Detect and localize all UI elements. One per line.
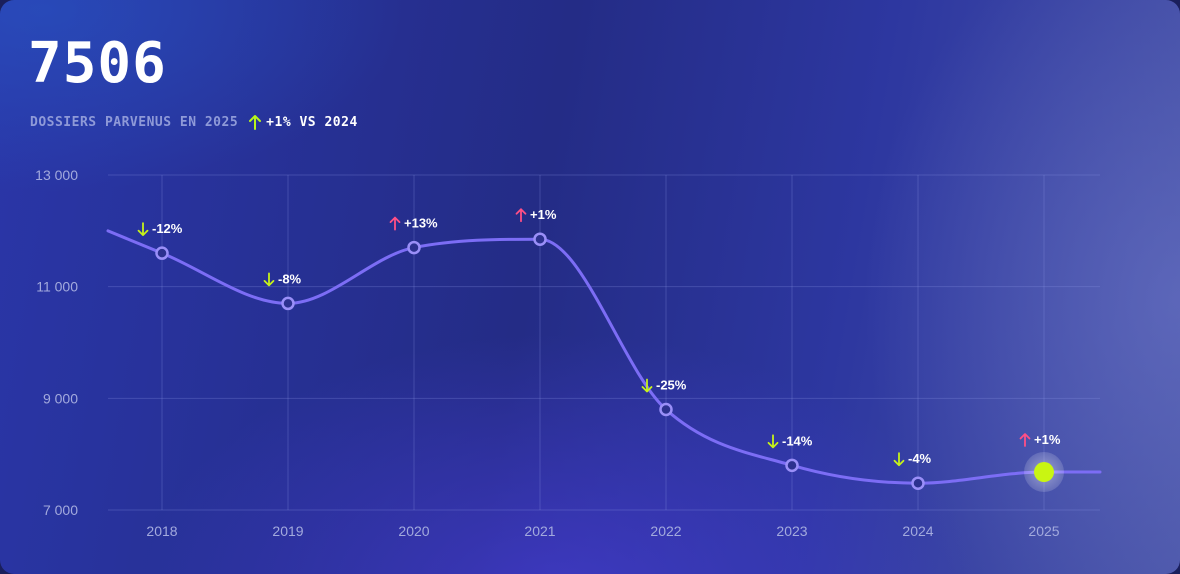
arrow-down-icon	[263, 272, 275, 287]
headline-subtitle: DOSSIERS PARVENUS EN 2025 +1% VS 2024	[30, 114, 358, 130]
change-label: +1%	[1034, 432, 1061, 447]
data-point[interactable]	[659, 402, 673, 417]
x-tick-label: 2019	[272, 523, 303, 539]
y-tick-label: 11 000	[36, 279, 78, 295]
x-tick-label: 2023	[776, 523, 807, 539]
x-tick-label: 2021	[524, 523, 555, 539]
change-label: +1%	[530, 207, 557, 222]
arrow-up-icon	[249, 115, 262, 130]
change-label: +13%	[404, 216, 438, 231]
data-point[interactable]	[911, 476, 925, 490]
x-tick-label: 2020	[398, 523, 429, 539]
change-label: -25%	[656, 378, 687, 393]
arrow-up-icon	[1019, 433, 1031, 447]
arrow-down-icon	[893, 452, 905, 467]
highlight-point[interactable]	[1034, 462, 1054, 483]
change-label: -12%	[152, 221, 183, 236]
x-tick-label: 2022	[650, 523, 681, 539]
data-point[interactable]	[785, 458, 799, 473]
subtitle-delta: +1% VS 2024	[266, 114, 358, 130]
y-tick-label: 13 000	[35, 167, 78, 183]
arrow-up-icon	[515, 208, 527, 223]
subtitle-label: DOSSIERS PARVENUS EN 2025	[30, 114, 239, 130]
arrow-up-icon	[389, 216, 401, 231]
change-label: -8%	[278, 271, 302, 286]
y-tick-label: 9 000	[43, 390, 78, 406]
data-point[interactable]	[407, 240, 421, 255]
arrow-down-icon	[641, 378, 653, 393]
series-line	[106, 229, 1102, 485]
data-point[interactable]	[281, 296, 295, 311]
headline-value: 7506	[28, 31, 167, 96]
y-tick-label: 7 000	[43, 502, 78, 518]
data-point[interactable]	[533, 232, 547, 246]
x-tick-label: 2024	[902, 523, 933, 539]
change-label: -4%	[908, 451, 932, 466]
change-label: -14%	[782, 433, 813, 448]
x-tick-label: 2025	[1028, 523, 1059, 539]
x-tick-label: 2018	[146, 523, 177, 539]
data-point[interactable]	[155, 246, 169, 260]
arrow-down-icon	[767, 434, 779, 449]
arrow-down-icon	[137, 222, 149, 237]
